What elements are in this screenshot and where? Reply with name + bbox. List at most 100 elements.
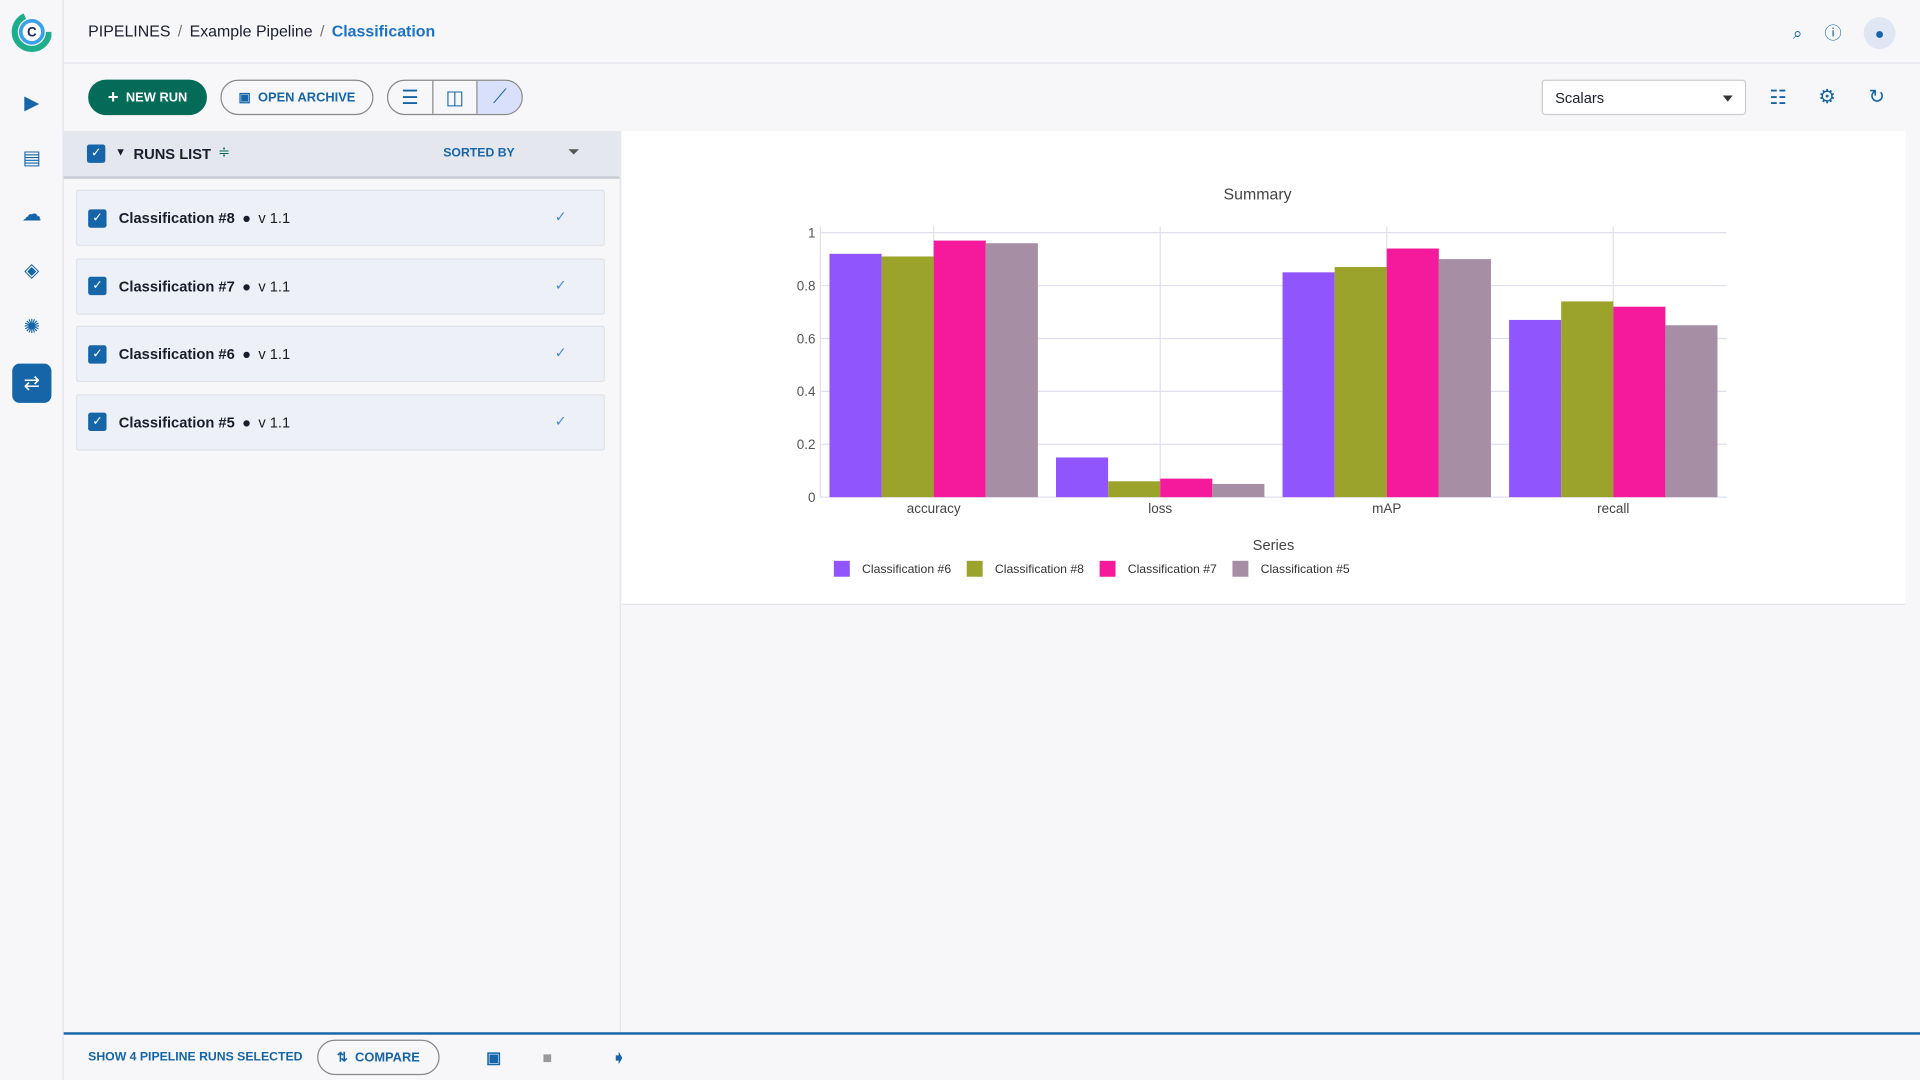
bar[interactable] [1438, 259, 1491, 498]
legend-label: Classification #7 [1128, 562, 1217, 576]
datasets-nav-icon[interactable]: ▤ [22, 148, 42, 169]
legend-label: Classification #6 [862, 562, 951, 576]
bar[interactable] [829, 253, 882, 498]
metric-select[interactable]: Scalars [1541, 79, 1747, 116]
models-nav-icon[interactable]: ✺ [23, 317, 41, 338]
x-tick-label: loss [1148, 501, 1172, 516]
table-view-icon[interactable]: ☰ [388, 80, 434, 114]
archive-icon: ▣ [238, 90, 251, 105]
select-all-checkbox[interactable]: ✓ [86, 144, 106, 163]
open-archive-button[interactable]: ▣ OPEN ARCHIVE [220, 79, 374, 116]
select-menu-caret[interactable]: ▼ [115, 145, 127, 158]
run-checkbox[interactable]: ✓ [88, 412, 107, 432]
y-tick-label: 1 [808, 226, 815, 241]
bar[interactable] [1334, 267, 1387, 498]
pipeline-runs-nav-icon[interactable]: ⇄ [12, 363, 52, 403]
bar[interactable] [881, 256, 934, 498]
details-view-icon[interactable]: ◫ [433, 80, 478, 114]
bar[interactable] [1108, 481, 1161, 498]
logo[interactable]: C [10, 10, 53, 54]
x-tick-label: mAP [1372, 501, 1401, 516]
search-icon[interactable]: ⌕ [1792, 22, 1803, 43]
run-name: Classification #5 [118, 413, 235, 431]
selected-runs-text[interactable]: SHOW 4 PIPELINE RUNS SELECTED [88, 1050, 303, 1065]
legend-label: Classification #8 [995, 562, 1084, 576]
new-run-button[interactable]: + NEW RUN [88, 79, 207, 116]
bar[interactable] [1212, 483, 1265, 498]
run-checkbox[interactable]: ✓ [88, 344, 107, 364]
legend-swatch [1232, 560, 1249, 577]
x-tick-label: accuracy [907, 501, 961, 516]
filter-icon[interactable]: ⏷ [568, 143, 580, 161]
y-tick-label: 0.8 [797, 278, 816, 293]
gear-icon[interactable]: ⚙ [1818, 86, 1836, 108]
dot-separator: ● [242, 209, 251, 227]
bar[interactable] [1056, 457, 1109, 498]
plus-icon: + [107, 86, 119, 108]
legend-label: Classification #5 [1261, 562, 1350, 576]
run-checkbox[interactable]: ✓ [88, 276, 107, 296]
avatar[interactable]: ● [1863, 17, 1896, 49]
svg-text:C: C [27, 25, 37, 40]
run-row[interactable]: ✓ Classification #7 ● v 1.1 ✓ [75, 257, 605, 315]
legend-swatch [1099, 560, 1116, 577]
runs-list-title: RUNS LIST [133, 145, 212, 163]
bar[interactable] [1613, 306, 1666, 498]
refresh-icon[interactable]: ↻ [1868, 86, 1886, 108]
run-version: v 1.1 [258, 277, 291, 295]
pipelines-nav-icon[interactable]: ▶ [24, 93, 40, 114]
layers-nav-icon[interactable]: ◈ [24, 260, 40, 282]
breadcrumb-current: Classification [331, 22, 436, 41]
bar[interactable] [1160, 478, 1213, 498]
bar[interactable] [1509, 319, 1562, 498]
compare-button[interactable]: ⇅ COMPARE [317, 1039, 440, 1076]
legend-swatch [966, 560, 983, 577]
y-tick-label: 0 [808, 490, 815, 505]
stop-icon[interactable]: ■ [542, 1048, 553, 1067]
run-checkbox[interactable]: ✓ [88, 208, 107, 228]
footer-bar: SHOW 4 PIPELINE RUNS SELECTED ⇅ COMPARE ▣… [63, 1032, 1920, 1080]
run-name: Classification #8 [118, 209, 235, 227]
sorted-by-button[interactable]: SORTED BY [443, 146, 515, 161]
deploy-nav-icon[interactable]: ☁ [22, 204, 42, 226]
run-version: v 1.1 [258, 413, 291, 431]
archive-icon[interactable]: ▣ [486, 1048, 502, 1067]
run-version: v 1.1 [258, 345, 291, 363]
run-name: Classification #6 [118, 345, 235, 363]
completed-check-icon: ✓ [554, 208, 567, 226]
tune-icon[interactable]: ☷ [1769, 88, 1787, 109]
collapse-icon[interactable]: ≑ [217, 143, 231, 161]
run-version: v 1.1 [258, 209, 291, 227]
breadcrumb: PIPELINES / Example Pipeline / Classificat… [63, 0, 1920, 64]
sidebar: C ▶ ▤ ☁ ◈ ✺ ⇄ [0, 0, 64, 1080]
completed-check-icon: ✓ [554, 412, 567, 430]
runs-list-panel: ✓ ▼ RUNS LIST ≑ SORTED BY ⏷ ✓ Classificat… [63, 131, 621, 1033]
chart-title: Summary [1224, 187, 1292, 204]
run-row[interactable]: ✓ Classification #6 ● v 1.1 ✓ [75, 325, 605, 383]
bar[interactable] [1282, 272, 1335, 498]
bar[interactable] [1386, 248, 1439, 498]
legend-item[interactable]: Classification #6 [833, 560, 951, 577]
bar[interactable] [1561, 301, 1614, 498]
completed-check-icon: ✓ [554, 344, 567, 362]
chevron-down-icon [1722, 95, 1733, 107]
tag-icon[interactable]: ➧ [612, 1048, 626, 1067]
chart-view-icon[interactable]: ⟋ [477, 80, 522, 114]
breadcrumb-project[interactable]: Example Pipeline [189, 22, 313, 41]
y-tick-label: 0.4 [797, 384, 816, 399]
bar[interactable] [1665, 325, 1718, 498]
bar[interactable] [985, 243, 1038, 498]
dot-separator: ● [242, 277, 251, 295]
x-tick-label: recall [1597, 501, 1629, 516]
bar[interactable] [933, 240, 986, 498]
compare-icon: ⇅ [336, 1050, 348, 1065]
run-row[interactable]: ✓ Classification #5 ● v 1.1 ✓ [75, 393, 605, 451]
help-icon[interactable]: ⓘ [1824, 23, 1842, 43]
y-tick-label: 0.2 [797, 437, 816, 452]
legend-item[interactable]: Classification #7 [1099, 560, 1217, 577]
dot-separator: ● [242, 345, 251, 363]
legend-item[interactable]: Classification #8 [966, 560, 1084, 577]
run-row[interactable]: ✓ Classification #8 ● v 1.1 ✓ [75, 189, 605, 247]
legend-item[interactable]: Classification #5 [1232, 560, 1350, 577]
breadcrumb-pipelines[interactable]: PIPELINES [88, 22, 171, 41]
